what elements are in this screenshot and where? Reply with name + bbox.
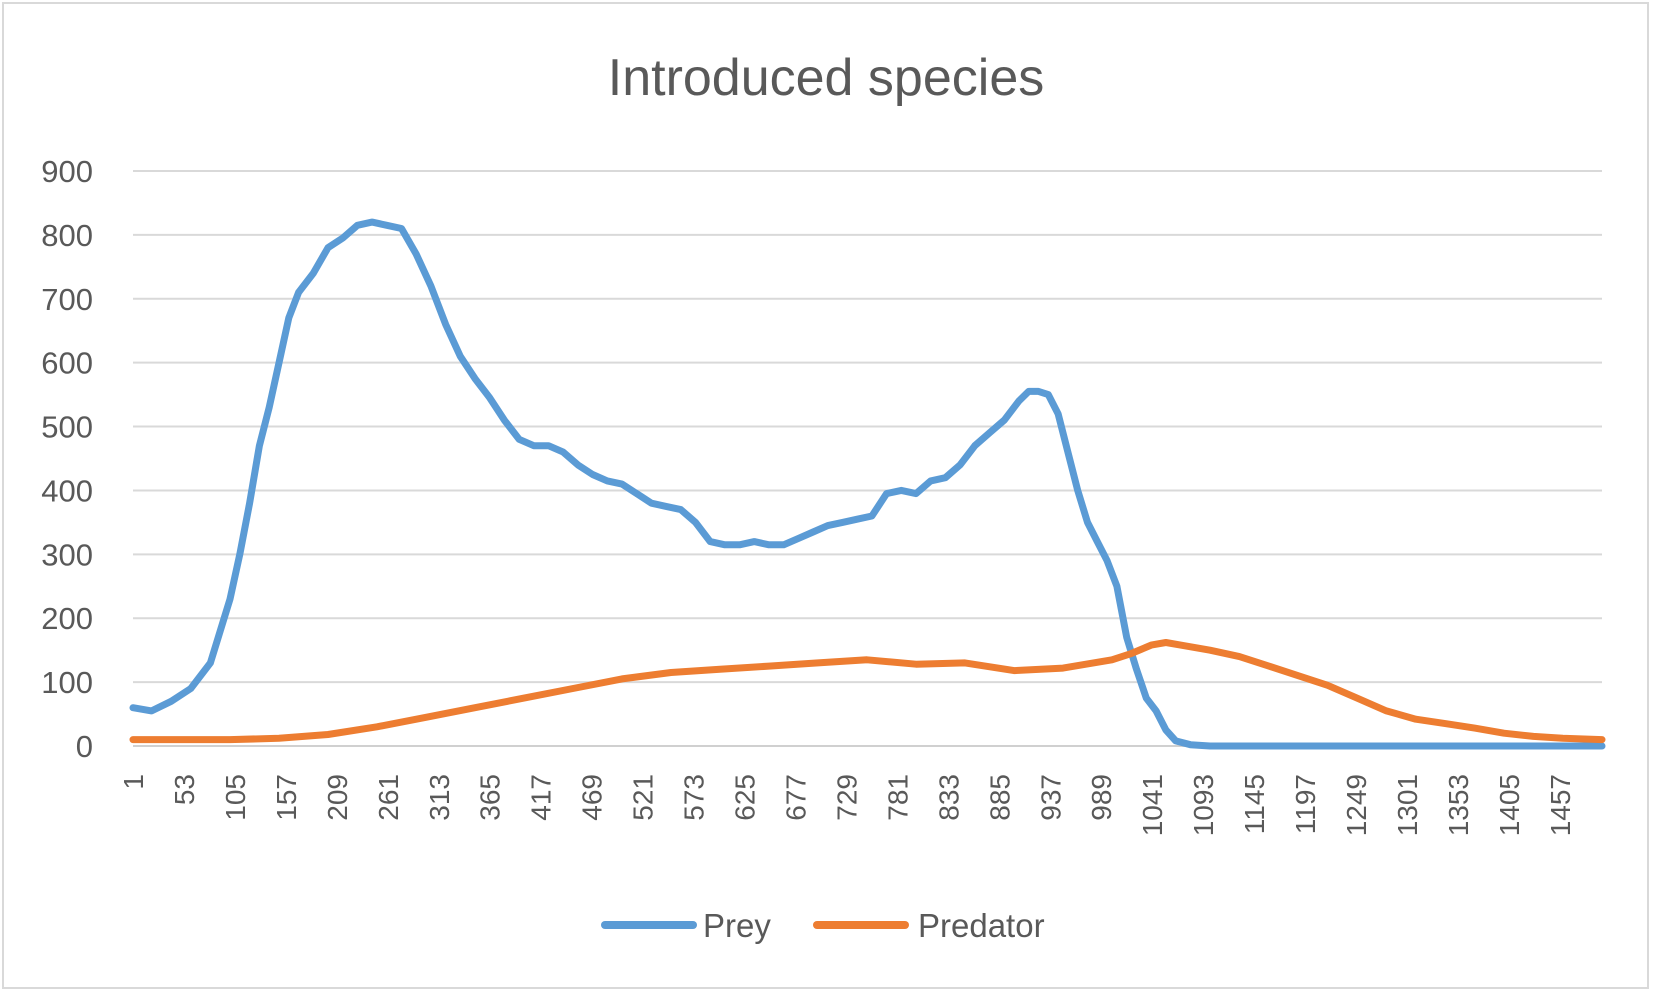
y-tick-label: 400 (41, 473, 93, 508)
x-tick-label: 1197 (1290, 774, 1321, 834)
x-tick-label: 1301 (1392, 774, 1423, 836)
y-tick-label: 0 (76, 729, 93, 764)
x-tick-label: 105 (220, 774, 251, 821)
x-tick-label: 1041 (1137, 774, 1168, 836)
x-tick-label: 1405 (1494, 774, 1525, 836)
chart-title: Introduced species (608, 49, 1045, 107)
x-tick-label: 677 (780, 774, 811, 821)
y-tick-label: 500 (41, 410, 93, 445)
x-tick-label: 469 (577, 774, 608, 821)
x-tick-label: 1457 (1545, 774, 1576, 836)
x-tick-label: 729 (831, 774, 862, 821)
x-tick-label: 365 (475, 774, 506, 821)
x-tick-label: 625 (730, 774, 761, 821)
y-tick-label: 600 (41, 346, 93, 381)
x-tick-label: 989 (1086, 774, 1117, 821)
y-tick-label: 900 (41, 154, 93, 189)
y-tick-label: 100 (41, 665, 93, 700)
x-tick-label: 833 (933, 774, 964, 821)
x-tick-label: 1145 (1239, 774, 1270, 834)
y-tick-label: 300 (41, 537, 93, 572)
y-tick-labels: 0 100 200 300 400 500 600 700 800 900 (41, 154, 93, 764)
series-line-predator (129, 639, 1606, 744)
y-tick-label: 800 (41, 218, 93, 253)
series-lines (129, 218, 1606, 750)
x-tick-label: 209 (322, 774, 353, 821)
x-tick-label: 1353 (1443, 774, 1474, 836)
x-tick-label: 1 (118, 774, 149, 790)
x-tick-label: 937 (1035, 774, 1066, 821)
x-tick-label: 1093 (1188, 774, 1219, 836)
x-tick-label: 261 (373, 774, 404, 821)
legend-label-predator: Predator (918, 907, 1045, 944)
legend: Prey Predator (601, 907, 1045, 944)
x-tick-label: 885 (984, 774, 1015, 821)
x-tick-label: 521 (628, 774, 659, 821)
x-tick-label: 781 (882, 774, 913, 821)
x-tick-label: 53 (169, 774, 200, 805)
x-tick-label: 573 (679, 774, 710, 821)
x-tick-label: 157 (271, 774, 302, 821)
x-tick-label: 313 (424, 774, 455, 821)
y-tick-label: 700 (41, 282, 93, 317)
x-tick-label: 417 (526, 774, 557, 821)
legend-label-prey: Prey (703, 907, 771, 944)
x-tick-label: 1249 (1341, 774, 1372, 836)
x-tick-labels: 1 53 105 157 209 261 313 365 417 469 521 573 625 677 7… (118, 774, 1576, 836)
y-tick-label: 200 (41, 601, 93, 636)
series-line-prey (129, 218, 1606, 750)
